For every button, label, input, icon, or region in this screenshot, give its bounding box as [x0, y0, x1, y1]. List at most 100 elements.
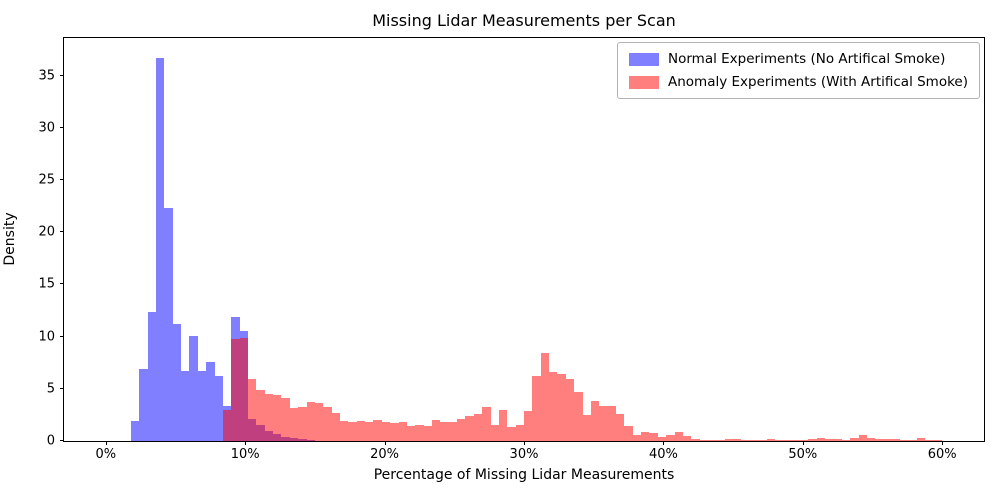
- histogram-bar-anomaly: [866, 437, 876, 441]
- histogram-bar-anomaly: [273, 395, 282, 441]
- histogram-bar-anomaly: [574, 391, 583, 441]
- y-axis-tick-label: 15: [38, 276, 55, 292]
- histogram-bar-anomaly: [582, 414, 591, 441]
- histogram-bar-anomaly: [800, 439, 809, 441]
- y-axis-tick-label: 10: [38, 329, 55, 345]
- histogram-bar-anomaly: [473, 413, 483, 441]
- plot-area: Normal Experiments (No Artifical Smoke) …: [38, 37, 985, 462]
- histogram-bar-anomaly: [783, 440, 792, 441]
- x-axis-tick-label: 40%: [648, 447, 678, 462]
- histogram-bar-anomaly: [264, 394, 274, 441]
- histogram-bar-anomaly: [816, 438, 826, 441]
- histogram-bar-normal: [147, 311, 156, 441]
- histogram-bar-anomaly: [549, 372, 558, 441]
- histogram-bar-anomaly: [825, 438, 834, 441]
- histogram-bar-anomaly: [716, 440, 725, 441]
- histogram-bar-normal: [197, 371, 207, 441]
- y-axis-tick-label: 30: [38, 120, 55, 136]
- histogram-bar-anomaly: [808, 438, 817, 441]
- histogram-bar-anomaly: [432, 420, 441, 441]
- x-axis-tick: [105, 441, 107, 445]
- histogram-bar-anomaly: [440, 422, 449, 441]
- histogram-bar-anomaly: [289, 407, 299, 441]
- histogram-bar-normal: [189, 335, 198, 441]
- y-axis-tick: [60, 387, 64, 389]
- x-axis-tick-label: 0%: [95, 447, 117, 462]
- histogram-bar-anomaly: [925, 439, 934, 441]
- histogram-bar-anomaly: [632, 434, 642, 441]
- histogram-bar-anomaly: [239, 337, 248, 441]
- histogram-bar-anomaly: [641, 431, 650, 441]
- histogram-bar-anomaly: [331, 412, 340, 441]
- histogram-bar-anomaly: [306, 402, 315, 441]
- histogram-bar-anomaly: [607, 405, 616, 441]
- histogram-bar-anomaly: [390, 423, 399, 441]
- histogram-bar-anomaly: [231, 338, 240, 441]
- histogram-bar-anomaly: [524, 410, 533, 441]
- y-axis-tick-label: 20: [38, 224, 55, 240]
- histogram-bar-anomaly: [248, 379, 257, 441]
- histogram-bar-anomaly: [448, 422, 458, 441]
- histogram-bar-anomaly: [356, 421, 366, 441]
- histogram-bar-anomaly: [457, 419, 466, 441]
- x-axis-tick: [663, 441, 665, 445]
- histogram-bar-anomaly: [340, 421, 349, 441]
- histogram-bar-anomaly: [691, 438, 700, 441]
- y-axis-tick: [60, 283, 64, 285]
- anomaly-series-swatch-icon: [629, 75, 659, 89]
- histogram-bar-anomaly: [348, 422, 357, 441]
- histogram-bar-anomaly: [657, 436, 667, 441]
- histogram-bar-anomaly: [850, 437, 859, 441]
- chart-title: Missing Lidar Measurements per Scan: [372, 11, 676, 30]
- y-axis-tick-label: 0: [46, 433, 55, 449]
- histogram-bar-normal: [172, 324, 182, 441]
- x-axis-tick-label: 10%: [230, 447, 260, 462]
- histogram-bar-anomaly: [482, 406, 491, 441]
- histogram-bar-anomaly: [666, 434, 675, 441]
- x-axis-tick: [384, 441, 386, 445]
- histogram-bar-anomaly: [590, 401, 600, 441]
- histogram-bar-anomaly: [298, 406, 307, 441]
- histogram-bar-anomaly: [314, 403, 324, 441]
- histogram-bar-anomaly: [323, 406, 332, 441]
- legend: Normal Experiments (No Artifical Smoke) …: [617, 42, 980, 99]
- histogram-bar-normal: [156, 57, 165, 441]
- histogram-bar-anomaly: [900, 439, 909, 441]
- x-axis-tick: [802, 441, 804, 445]
- y-axis-tick: [60, 440, 64, 441]
- histogram-bar-anomaly: [917, 438, 926, 441]
- histogram-bar-anomaly: [540, 353, 550, 441]
- histogram-bar-anomaly: [749, 440, 759, 441]
- y-axis-tick: [60, 74, 64, 76]
- histogram-bar-anomaly: [908, 440, 918, 441]
- histogram-bar-anomaly: [682, 435, 692, 441]
- histogram-bar-anomaly: [507, 427, 516, 441]
- y-axis-tick-label: 5: [46, 381, 55, 397]
- histogram-bar-anomaly: [741, 440, 750, 441]
- histogram-bar-anomaly: [256, 389, 265, 441]
- y-axis-tick-label: 35: [38, 68, 55, 84]
- x-axis-tick: [942, 441, 944, 445]
- histogram-bar-normal: [214, 376, 223, 441]
- y-axis-tick: [60, 231, 64, 233]
- histogram-bar-anomaly: [515, 425, 524, 441]
- legend-label-normal: Normal Experiments (No Artifical Smoke): [668, 51, 946, 67]
- y-axis-tick: [60, 179, 64, 180]
- histogram-bar-anomaly: [415, 425, 424, 441]
- x-axis-tick-label: 20%: [370, 447, 400, 462]
- histogram-bar-normal: [181, 371, 190, 441]
- histogram-bar-anomaly: [365, 422, 374, 441]
- histogram-bar-anomaly: [708, 440, 717, 441]
- normal-series-swatch-icon: [629, 52, 659, 66]
- histogram-bar-anomaly: [791, 440, 800, 441]
- histogram-bar-anomaly: [498, 409, 508, 441]
- histogram-bar-anomaly: [758, 440, 767, 441]
- histogram-bar-normal: [139, 368, 148, 441]
- histogram-bar-anomaly: [222, 409, 232, 441]
- legend-label-anomaly: Anomaly Experiments (With Artifical Smok…: [668, 74, 968, 90]
- histogram-bar-anomaly: [624, 426, 633, 441]
- histogram-bar-anomaly: [724, 438, 734, 441]
- histogram-bar-anomaly: [532, 376, 541, 441]
- histogram-bar-anomaly: [557, 374, 566, 441]
- x-axis-tick: [524, 441, 525, 445]
